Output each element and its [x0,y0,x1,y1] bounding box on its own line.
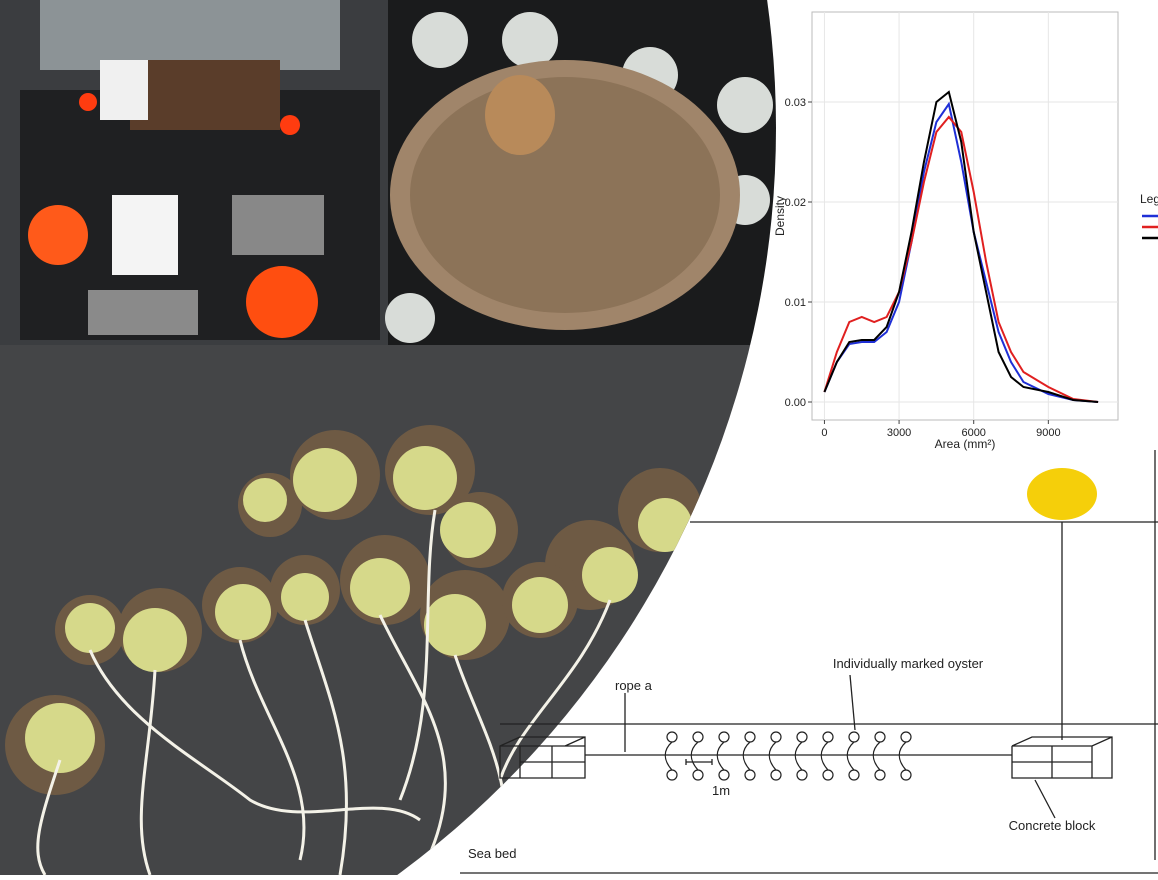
x-tick-label: 9000 [1036,427,1060,439]
oyster-hook [821,742,828,770]
oyster-hook [899,742,906,770]
block-label: Concrete block [1009,818,1096,833]
density-chart: Density Area (mm²) Leg 0.000.010.020.030… [773,12,1158,451]
oyster-hook [691,742,698,770]
bed-label: Sea bed [468,846,516,861]
y-tick-label: 0.00 [785,397,806,409]
spacing-label: 1m [712,783,730,798]
rope-label: rope a [615,678,653,693]
oyster-bottom [875,770,885,780]
oyster-top [849,732,859,742]
oyster-bottom [693,770,703,780]
oyster-hook [873,742,880,770]
oyster-bottom [797,770,807,780]
oyster-top [875,732,885,742]
oyster-bottom [745,770,755,780]
oyster-top [693,732,703,742]
oyster-bottom [849,770,859,780]
y-tick-label: 0.01 [785,297,806,309]
oyster-hook [795,742,802,770]
oyster-top [823,732,833,742]
oyster-top [667,732,677,742]
oyster-bottom [719,770,729,780]
oyster-hook [665,742,672,770]
oyster-top [797,732,807,742]
y-tick-label: 0.02 [785,197,806,209]
oyster-bottom [771,770,781,780]
oyster-bottom [823,770,833,780]
photos [0,0,800,875]
oyster-top [771,732,781,742]
figure: Density Area (mm²) Leg 0.000.010.020.030… [0,0,1158,875]
oyster-bottom [901,770,911,780]
oyster-hook [847,742,854,770]
x-tick-label: 0 [821,427,827,439]
x-axis-label: Area (mm²) [935,437,996,451]
legend-title: Leg [1140,192,1158,206]
oyster-symbols [665,732,911,780]
oyster-top [719,732,729,742]
y-tick-label: 0.03 [785,97,806,109]
oyster-hook [717,742,724,770]
oyster-hook [769,742,776,770]
oyster-hook [743,742,750,770]
plot-area [812,12,1118,420]
oyster-top [745,732,755,742]
x-tick-label: 3000 [887,427,911,439]
x-tick-label: 6000 [961,427,985,439]
oyster-bottom [667,770,677,780]
oyster-label: Individually marked oyster [833,656,984,671]
oyster-top [901,732,911,742]
